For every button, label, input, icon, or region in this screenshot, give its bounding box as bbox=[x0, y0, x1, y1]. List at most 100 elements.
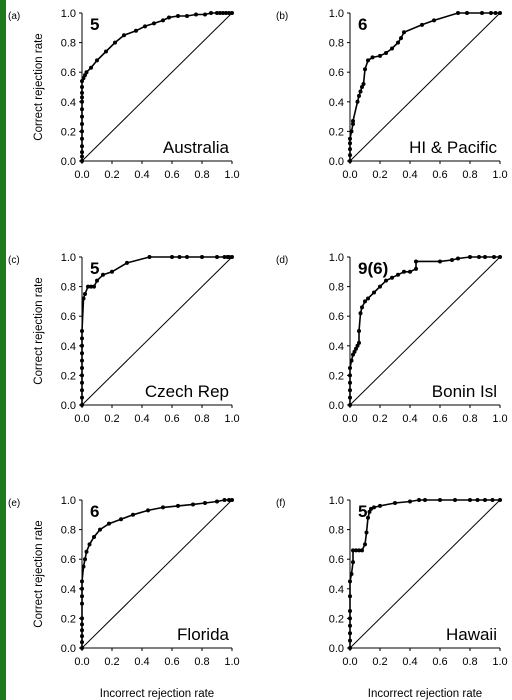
x-tick-label: 0.4 bbox=[402, 656, 417, 668]
roc-data-point bbox=[438, 259, 442, 264]
y-tick-label: 1.0 bbox=[61, 495, 76, 507]
y-tick-label: 0.8 bbox=[329, 525, 344, 537]
x-tick-label: 0.2 bbox=[372, 169, 387, 181]
roc-data-point bbox=[357, 548, 361, 553]
y-tick-label: 0.4 bbox=[329, 341, 344, 353]
region-label: Australia bbox=[163, 138, 230, 157]
roc-data-point bbox=[498, 11, 502, 15]
x-tick-label: 0.2 bbox=[372, 413, 387, 425]
roc-data-point bbox=[203, 500, 207, 505]
y-tick-label: 0.0 bbox=[61, 643, 76, 655]
roc-data-point bbox=[493, 11, 498, 15]
roc-data-point bbox=[122, 33, 126, 38]
roc-data-point bbox=[468, 498, 472, 502]
roc-data-point bbox=[147, 255, 152, 259]
roc-data-point bbox=[222, 498, 227, 502]
x-tick-label: 1.0 bbox=[224, 169, 239, 181]
roc-data-point bbox=[414, 266, 418, 271]
roc-data-point bbox=[354, 548, 358, 553]
roc-data-point bbox=[351, 122, 355, 126]
roc-data-point bbox=[450, 257, 454, 262]
roc-data-point bbox=[80, 601, 84, 606]
y-tick-label: 0.0 bbox=[61, 156, 76, 168]
y-tick-label: 1.0 bbox=[329, 252, 344, 264]
roc-panel: 0.0 0.2 0.4 0.6 0.8 1.0 0.0 0.2 0.4 0.6 0.8 1.0 (a) 5… bbox=[8, 8, 240, 181]
roc-data-point bbox=[80, 366, 84, 370]
x-tick-label: 0.6 bbox=[432, 656, 447, 668]
roc-data-point bbox=[483, 498, 487, 502]
roc-curve-line bbox=[349, 256, 500, 405]
roc-data-point bbox=[351, 119, 355, 124]
x-axis-title: Incorrect rejection rate bbox=[368, 688, 482, 700]
roc-data-point bbox=[357, 329, 361, 333]
roc-data-point bbox=[432, 18, 436, 23]
diagonal-reference-line bbox=[81, 12, 233, 162]
x-tick-label: 0.8 bbox=[194, 656, 209, 668]
roc-data-point bbox=[358, 89, 363, 94]
roc-data-point bbox=[98, 527, 102, 532]
roc-data-point bbox=[384, 50, 388, 55]
x-tick-label: 0.6 bbox=[432, 413, 447, 425]
roc-data-point bbox=[80, 154, 84, 159]
roc-data-point bbox=[370, 55, 375, 60]
roc-panel: 0.0 0.2 0.4 0.6 0.8 1.0 0.0 0.2 0.4 0.6 0.8 1.0 (c) 5… bbox=[8, 252, 240, 425]
roc-data-point bbox=[361, 82, 366, 87]
roc-data-point bbox=[348, 147, 352, 152]
roc-data-point bbox=[87, 542, 92, 547]
roc-data-point bbox=[348, 395, 352, 400]
y-tick-label: 0.0 bbox=[329, 400, 344, 412]
roc-data-point bbox=[355, 99, 360, 104]
roc-data-point bbox=[170, 255, 174, 259]
diagonal-reference-line bbox=[81, 256, 233, 406]
roc-data-point bbox=[84, 549, 89, 554]
roc-data-point bbox=[396, 272, 400, 277]
roc-data-point bbox=[230, 498, 234, 502]
roc-data-point bbox=[230, 11, 234, 15]
roc-data-point bbox=[348, 631, 352, 636]
roc-data-point bbox=[80, 144, 84, 149]
y-tick-label: 0.2 bbox=[61, 613, 76, 625]
roc-data-point bbox=[80, 114, 84, 119]
roc-data-point bbox=[378, 53, 382, 58]
y-tick-label: 0.8 bbox=[329, 282, 344, 294]
roc-data-point bbox=[230, 255, 234, 259]
roc-data-point bbox=[498, 498, 502, 502]
y-tick-label: 0.4 bbox=[61, 584, 76, 596]
roc-data-point bbox=[215, 255, 219, 259]
roc-data-point bbox=[420, 22, 424, 27]
x-tick-label: 0.4 bbox=[134, 656, 149, 668]
roc-data-point bbox=[167, 15, 171, 20]
y-tick-label: 0.2 bbox=[61, 370, 76, 382]
roc-data-point bbox=[80, 616, 84, 621]
x-tick-label: 1.0 bbox=[492, 656, 507, 668]
roc-data-point bbox=[83, 557, 87, 562]
y-tick-label: 0.6 bbox=[329, 67, 344, 79]
y-tick-label: 0.2 bbox=[329, 370, 344, 382]
roc-data-point bbox=[354, 346, 358, 351]
roc-data-point bbox=[456, 11, 460, 15]
y-tick-label: 0.6 bbox=[329, 311, 344, 323]
x-tick-label: 0.6 bbox=[164, 656, 179, 668]
roc-data-point bbox=[143, 24, 147, 29]
roc-data-point bbox=[227, 255, 231, 259]
roc-data-point bbox=[80, 136, 84, 141]
x-tick-label: 0.0 bbox=[342, 656, 357, 668]
roc-data-point bbox=[363, 542, 367, 547]
y-tick-label: 0.8 bbox=[61, 38, 76, 50]
region-label: Florida bbox=[177, 625, 230, 644]
roc-data-point bbox=[86, 284, 90, 289]
roc-data-point bbox=[185, 13, 189, 18]
y-tick-label: 0.0 bbox=[329, 643, 344, 655]
roc-data-point bbox=[80, 388, 84, 393]
roc-data-point bbox=[134, 28, 138, 33]
roc-data-point bbox=[366, 58, 370, 63]
roc-data-point bbox=[360, 548, 364, 553]
roc-data-point bbox=[107, 521, 111, 526]
roc-data-point bbox=[80, 586, 84, 591]
roc-data-point bbox=[222, 255, 227, 259]
roc-data-point bbox=[80, 594, 84, 599]
panel-corner-number: 5 bbox=[90, 259, 99, 278]
roc-data-point bbox=[348, 594, 352, 599]
x-tick-label: 0.8 bbox=[462, 413, 477, 425]
